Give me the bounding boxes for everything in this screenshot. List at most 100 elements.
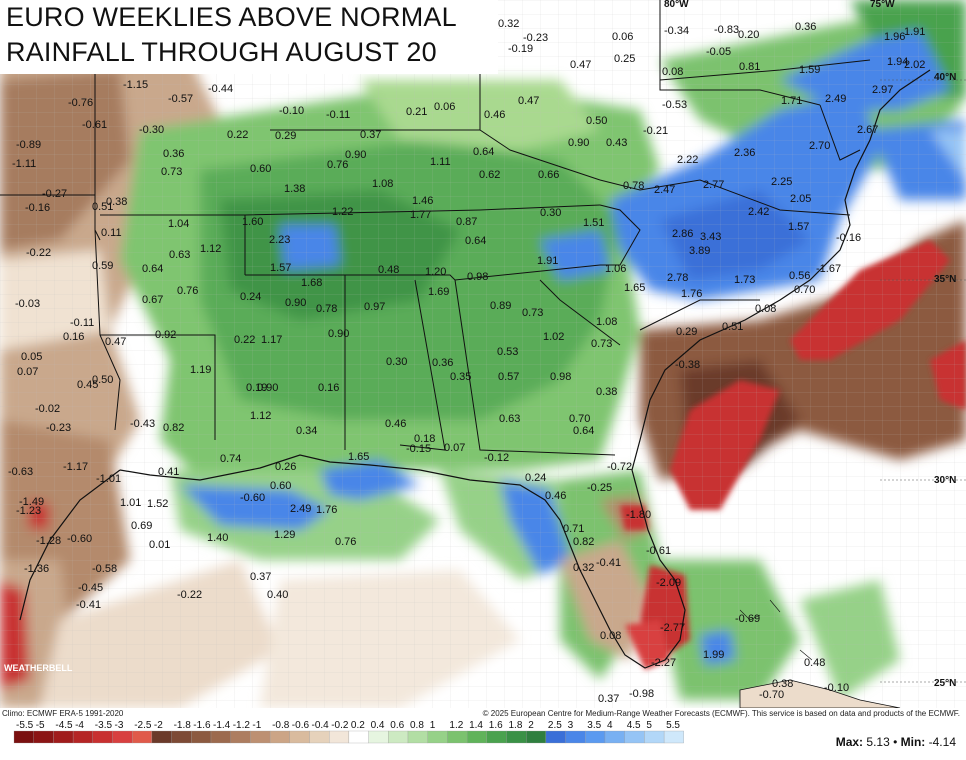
legend-label: 2.5 <box>548 720 562 731</box>
value-label: 0.60 <box>250 163 271 175</box>
value-label: 0.56 <box>789 270 810 282</box>
legend-label: -0.4 <box>312 720 330 731</box>
value-label: -0.61 <box>646 545 671 557</box>
legend-swatch <box>644 730 665 744</box>
legend-label: -2 <box>154 720 163 731</box>
state-borders <box>0 0 871 456</box>
value-label: 0.51 <box>92 201 113 213</box>
legend-label: -0.2 <box>331 720 349 731</box>
legend-label: -3.5 <box>95 720 113 731</box>
copyright-note: © 2025 European Centre for Medium-Range … <box>482 709 960 718</box>
value-label: 0.76 <box>327 159 348 171</box>
climo-note: Climo: ECMWF ERA-5 1991-2020 <box>2 709 124 718</box>
value-label: 0.19 <box>246 382 267 394</box>
legend-swatch <box>112 730 133 744</box>
value-label: 0.73 <box>522 307 543 319</box>
value-label: -1.67 <box>816 263 841 275</box>
value-label: 1.65 <box>624 282 645 294</box>
legend-label: 1.6 <box>489 720 503 731</box>
legend-label: 2 <box>528 720 534 731</box>
value-label: 2.25 <box>771 176 792 188</box>
value-label: -0.34 <box>664 25 689 37</box>
value-label: -0.45 <box>78 582 103 594</box>
value-label: 0.32 <box>573 562 594 574</box>
value-label: 1.77 <box>410 209 431 221</box>
value-label: 1.46 <box>412 195 433 207</box>
value-label: 0.43 <box>606 137 627 149</box>
value-label: 2.23 <box>269 234 290 246</box>
value-label: -0.23 <box>46 422 71 434</box>
value-label: 0.70 <box>569 413 590 425</box>
value-label: 1.29 <box>274 529 295 541</box>
value-label: -0.16 <box>836 232 861 244</box>
legend-label: 0.4 <box>371 720 385 731</box>
value-label: 0.69 <box>131 520 152 532</box>
value-label: 0.06 <box>434 101 455 113</box>
value-label: -0.38 <box>675 359 700 371</box>
legend-label: 1.8 <box>509 720 523 731</box>
legend-swatch <box>486 730 507 744</box>
value-label: 0.36 <box>163 148 184 160</box>
value-label: 0.78 <box>316 303 337 315</box>
legend-swatch <box>506 730 527 744</box>
value-label: -2.77 <box>660 622 685 634</box>
value-label: 0.63 <box>499 413 520 425</box>
value-label: -1.11 <box>12 158 36 170</box>
legend-label: 3 <box>568 720 574 731</box>
value-label: 1.06 <box>605 263 626 275</box>
value-label: -0.11 <box>70 317 94 329</box>
value-label: 0.29 <box>275 130 296 142</box>
value-label: -0.15 <box>406 443 431 455</box>
value-label: -1.15 <box>123 79 148 91</box>
rainfall-anomaly-map: 40°N 35°N 30°N 25°N 80°W 75°W 0.32 -0.23-… <box>0 0 966 708</box>
value-label: 0.90 <box>285 297 306 309</box>
value-label: 0.37 <box>250 571 271 583</box>
value-label: 0.98 <box>550 371 571 383</box>
value-label: 0.08 <box>600 630 621 642</box>
legend-swatch <box>33 730 54 744</box>
value-label: 0.46 <box>545 490 566 502</box>
value-label: 0.38 <box>596 386 617 398</box>
legend-label: 0.8 <box>410 720 424 731</box>
value-label: 1.19 <box>190 364 211 376</box>
max-label: Max: <box>835 735 864 749</box>
legend-label: -1 <box>252 720 261 731</box>
legend-swatch <box>624 730 645 744</box>
value-label: -0.41 <box>76 599 101 611</box>
value-label: 2.22 <box>677 154 698 166</box>
value-label: 0.25 <box>614 53 635 65</box>
value-label: 1.57 <box>270 262 291 274</box>
bahamas-outline <box>739 599 813 661</box>
value-label: 0.46 <box>385 418 406 430</box>
value-label: -0.63 <box>8 466 33 478</box>
value-label: 0.22 <box>227 129 248 141</box>
value-label: 2.47 <box>654 184 675 196</box>
value-label: 0.64 <box>142 263 163 275</box>
value-label: 0.30 <box>540 207 561 219</box>
value-label: 0.36 <box>795 21 816 33</box>
coastline <box>19 69 931 669</box>
value-label: 0.76 <box>335 536 356 548</box>
legend-swatch <box>466 730 487 744</box>
value-label: 0.07 <box>444 442 465 454</box>
value-label: 0.06 <box>612 31 633 43</box>
value-label: 0.34 <box>296 425 317 437</box>
value-label: 1.96 <box>884 31 905 43</box>
value-label: -0.22 <box>26 247 51 259</box>
value-label: -1.28 <box>36 535 61 547</box>
value-label: 0.89 <box>490 300 511 312</box>
value-label: 2.49 <box>825 93 846 105</box>
legend-swatch <box>269 730 290 744</box>
legend-label: 5.5 <box>666 720 680 731</box>
value-label: 0.30 <box>386 356 407 368</box>
min-label: Min: <box>900 735 926 749</box>
value-label: 3.43 <box>700 231 721 243</box>
value-label: 0.51 <box>722 321 743 333</box>
title-box: EURO WEEKLIES ABOVE NORMAL RAINFALL THRO… <box>0 0 498 74</box>
value-label: -1.36 <box>24 563 49 575</box>
value-label: 0.57 <box>498 371 519 383</box>
legend-label: 3.5 <box>587 720 601 731</box>
value-label: 1.12 <box>200 243 221 255</box>
value-label: 0.87 <box>456 216 477 228</box>
value-label: 1.76 <box>681 288 702 300</box>
